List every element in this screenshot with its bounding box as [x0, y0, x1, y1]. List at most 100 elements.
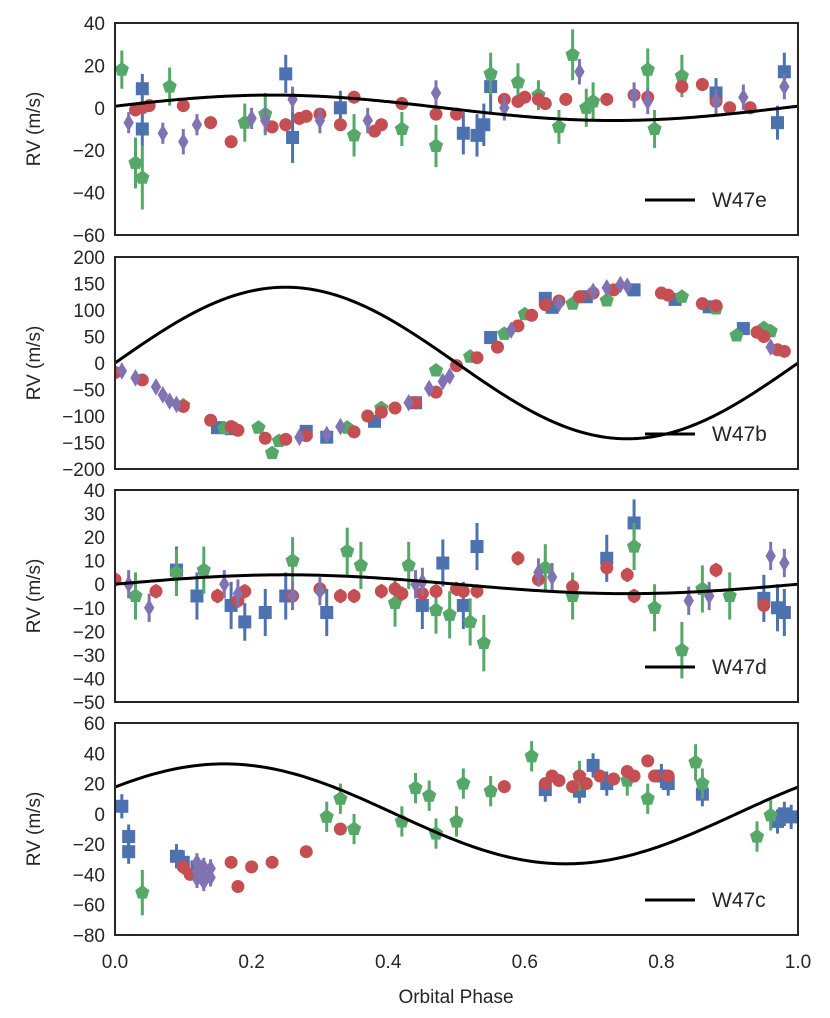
data-point [205, 868, 216, 887]
data-point [176, 99, 190, 113]
data-point [444, 367, 455, 386]
panel-frame [114, 722, 799, 936]
data-point [353, 557, 368, 572]
data-point [546, 568, 558, 586]
y-tick-label: 20 [84, 528, 105, 549]
data-point [340, 543, 355, 558]
data-point [143, 599, 155, 617]
series-red [115, 283, 791, 446]
data-point [533, 563, 544, 582]
panel-frame [114, 489, 799, 703]
y-tick-label: −200 [62, 460, 105, 481]
data-point [403, 393, 414, 412]
y-tick-label: 200 [73, 248, 105, 269]
model-curve [115, 573, 798, 596]
data-point [157, 386, 169, 404]
data-point [287, 587, 298, 605]
data-point [470, 540, 484, 554]
x-tick-label: 0.4 [375, 952, 402, 973]
data-point [224, 855, 238, 869]
data-point [428, 362, 444, 377]
data-point [319, 809, 334, 823]
plot-area [115, 29, 798, 210]
series-purple [123, 59, 790, 155]
data-point [430, 84, 442, 102]
data-point [321, 425, 332, 444]
data-point [245, 860, 259, 874]
data-point [674, 289, 689, 303]
data-point [258, 605, 272, 619]
data-point [688, 754, 703, 769]
data-point [709, 563, 723, 577]
data-point [115, 799, 129, 813]
y-tick-label: −60 [73, 226, 105, 247]
data-point [749, 829, 765, 843]
y-tick-label: 0 [94, 99, 105, 120]
x-tick-label: 0.8 [648, 952, 674, 973]
data-point [395, 587, 409, 601]
data-point [661, 769, 675, 783]
data-point [135, 82, 149, 96]
data-point [738, 88, 749, 106]
data-point [116, 362, 128, 380]
data-point [169, 564, 184, 579]
data-point [456, 776, 471, 790]
series-blue [210, 283, 750, 444]
data-point [615, 275, 626, 294]
data-point [593, 769, 607, 783]
data-point [729, 327, 744, 342]
data-point [178, 132, 189, 151]
series-green [115, 29, 689, 210]
data-point [627, 589, 641, 603]
data-point [763, 807, 778, 822]
data-point [347, 425, 361, 439]
data-point [347, 589, 361, 603]
legend-label: W47b [712, 423, 767, 446]
data-point [204, 116, 218, 130]
data-point [647, 600, 662, 614]
data-point [470, 584, 484, 598]
y-tick-label: −60 [73, 896, 105, 917]
data-point [123, 113, 134, 132]
series-green [135, 741, 778, 916]
data-point [601, 278, 612, 297]
data-point [210, 589, 224, 603]
data-point [429, 584, 443, 598]
data-point [538, 298, 552, 312]
data-point [510, 74, 526, 89]
data-point [246, 109, 257, 128]
data-point [661, 288, 675, 302]
data-point [122, 845, 136, 859]
data-point [299, 845, 313, 859]
y-tick-label: −40 [73, 865, 105, 886]
model-curve [115, 762, 798, 866]
data-point [565, 47, 580, 61]
data-point [394, 121, 409, 136]
data-point [551, 119, 567, 133]
data-point [422, 788, 437, 802]
data-point [499, 99, 510, 117]
data-point [456, 584, 470, 598]
data-point [279, 432, 293, 446]
data-point [264, 445, 280, 460]
y-tick-label: 40 [84, 14, 105, 35]
data-point [765, 338, 776, 356]
data-point [559, 92, 573, 106]
y-axis-label: RV (m/s) [24, 559, 45, 634]
panel-w47b: −200 −150 −100 −50 0 50 100 150 200 RV (m/s) W47b [24, 248, 799, 481]
y-tick-label: −20 [73, 141, 105, 162]
data-point [314, 111, 326, 130]
data-point [429, 107, 443, 121]
data-point [333, 118, 347, 132]
x-tick-label: 0.6 [512, 952, 538, 973]
data-point [524, 748, 539, 763]
y-tick-label: 0 [94, 805, 105, 826]
y-tick-label: 100 [73, 301, 105, 322]
x-tick-label: 0.2 [238, 952, 264, 973]
data-point [626, 539, 642, 553]
data-point [401, 557, 416, 572]
y-tick-label: 50 [84, 328, 105, 349]
data-point [456, 126, 470, 140]
data-point [285, 553, 300, 567]
data-point [346, 127, 362, 142]
